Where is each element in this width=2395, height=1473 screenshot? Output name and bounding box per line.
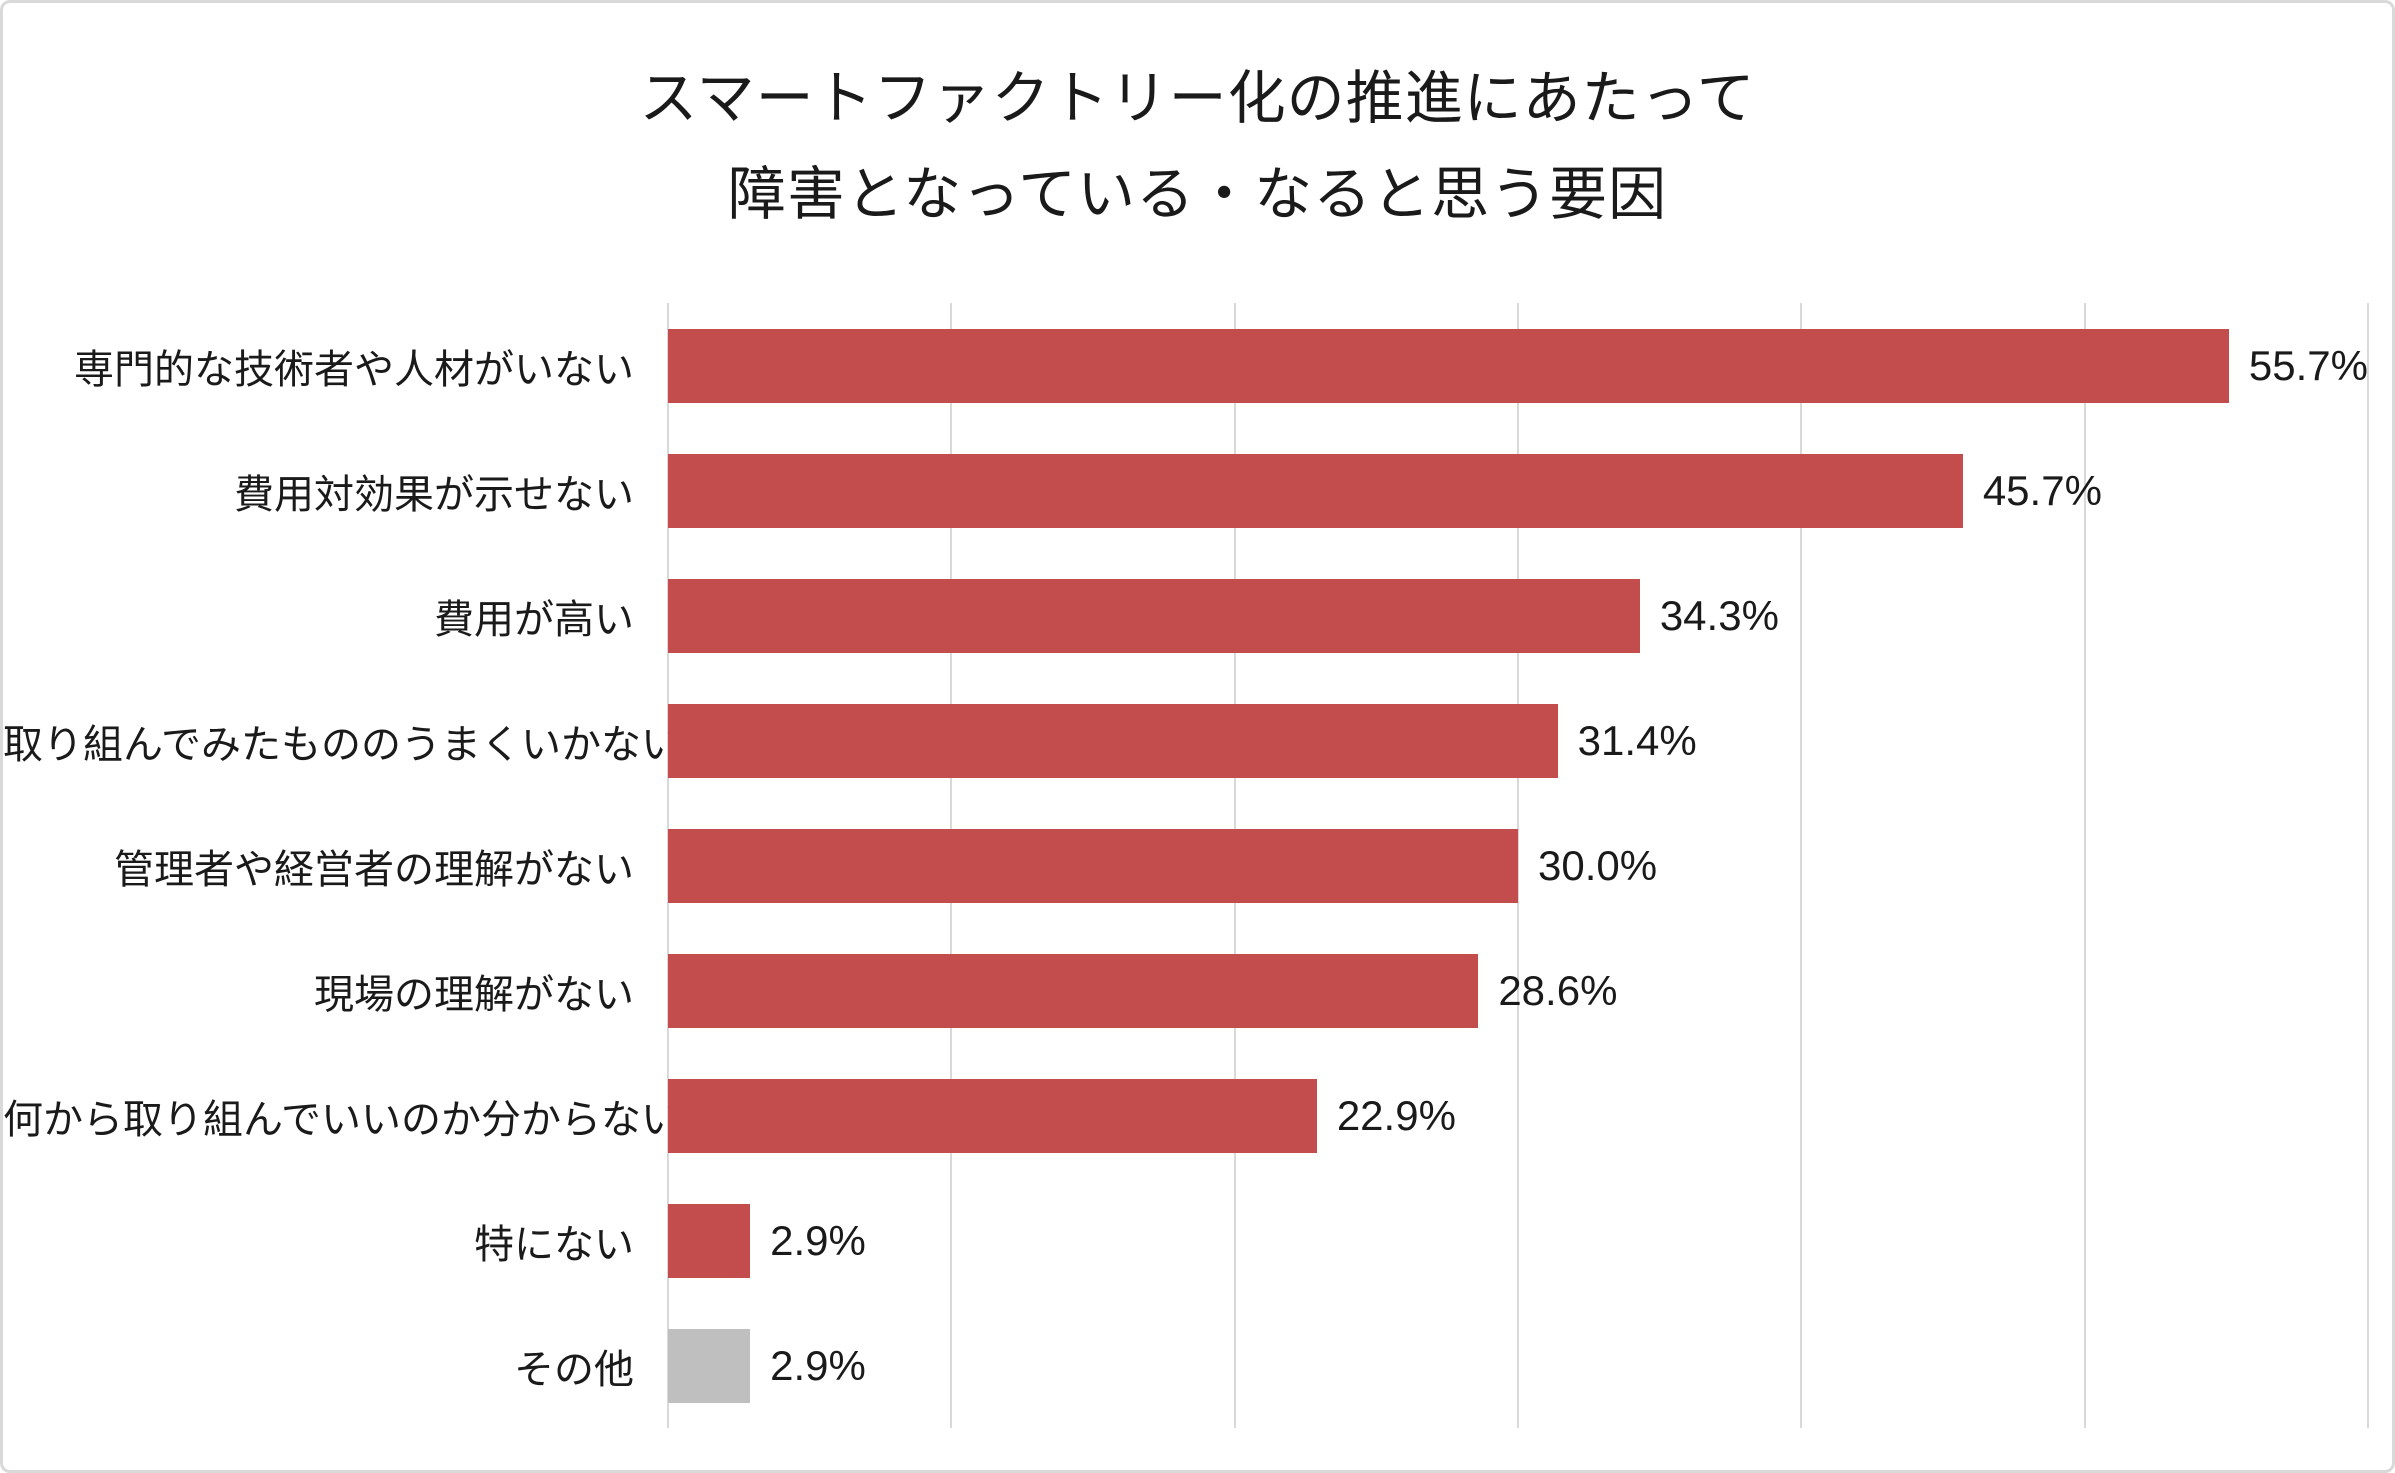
category-label: 管理者や経営者の理解がない — [114, 847, 634, 892]
chart-row: 取り組んでみたもののうまくいかない 31.4% — [3, 678, 2392, 803]
category-label: その他 — [514, 1347, 634, 1392]
gridline — [2367, 303, 2369, 1428]
chart-row: 費用が高い 34.3% — [3, 553, 2392, 678]
bar — [668, 953, 1479, 1028]
bar-value-label: 30.0% — [1538, 841, 1658, 889]
chart-row: 何から取り組んでいいのか分からない 22.9% — [3, 1053, 2392, 1178]
bar-track: 55.7% — [668, 303, 2368, 428]
bar-value-label: 2.9% — [770, 1216, 866, 1264]
bar-value-label: 34.3% — [1659, 591, 1779, 639]
category-label: 現場の理解がない — [314, 972, 634, 1017]
bar-track: 45.7% — [668, 428, 2368, 553]
chart-rows: 専門的な技術者や人材がいない 55.7% 費用対効果が示せない 45.7% 費用が高い 3… — [3, 303, 2392, 1428]
bar-value-label: 2.9% — [770, 1341, 866, 1389]
bar — [668, 1203, 751, 1278]
chart-title: スマートファクトリー化の推進にあたって 障害となっている・なると思う要因 — [3, 51, 2392, 243]
bar — [668, 328, 2229, 403]
category-label: 特にない — [474, 1222, 634, 1267]
chart-row: 現場の理解がない 28.6% — [3, 928, 2392, 1053]
bar-track: 2.9% — [668, 1178, 2368, 1303]
chart-row: 管理者や経営者の理解がない 30.0% — [3, 803, 2392, 928]
category-label: 取り組んでみたもののうまくいかない — [3, 722, 681, 767]
chart-title-line-1: スマートファクトリー化の推進にあたって — [639, 66, 1756, 131]
gridline — [1517, 303, 1519, 1428]
bar-value-label: 55.7% — [2248, 341, 2368, 389]
bar-value-label: 28.6% — [1498, 966, 1618, 1014]
bar — [668, 828, 1518, 903]
chart-area: 専門的な技術者や人材がいない 55.7% 費用対効果が示せない 45.7% 費用が高い 3… — [3, 303, 2392, 1428]
bar-track: 22.9% — [668, 1053, 2368, 1178]
bar — [668, 703, 1558, 778]
chart-row: その他 2.9% — [3, 1303, 2392, 1428]
bar-track: 30.0% — [668, 803, 2368, 928]
category-label: 費用対効果が示せない — [234, 472, 634, 517]
bar — [668, 453, 1963, 528]
chart-title-line-2: 障害となっている・なると思う要因 — [727, 162, 1668, 227]
chart-row: 専門的な技術者や人材がいない 55.7% — [3, 303, 2392, 428]
chart-row: 特にない 2.9% — [3, 1178, 2392, 1303]
bar-track: 31.4% — [668, 678, 2368, 803]
bar-value-label: 22.9% — [1336, 1091, 1456, 1139]
category-label: 専門的な技術者や人材がいない — [74, 347, 634, 392]
bar — [668, 1078, 1317, 1153]
chart-row: 費用対効果が示せない 45.7% — [3, 428, 2392, 553]
gridline — [1800, 303, 1803, 1428]
bar-track: 2.9% — [668, 1303, 2368, 1428]
bar-value-label: 31.4% — [1577, 716, 1697, 764]
category-label: 費用が高い — [434, 597, 634, 642]
bar-value-label: 45.7% — [1982, 466, 2102, 514]
gridline — [2083, 303, 2086, 1428]
bar — [668, 1328, 751, 1403]
bar — [668, 578, 1640, 653]
bar-track: 34.3% — [668, 553, 2368, 678]
category-label: 何から取り組んでいいのか分からない — [3, 1097, 681, 1142]
bar-track: 28.6% — [668, 928, 2368, 1053]
